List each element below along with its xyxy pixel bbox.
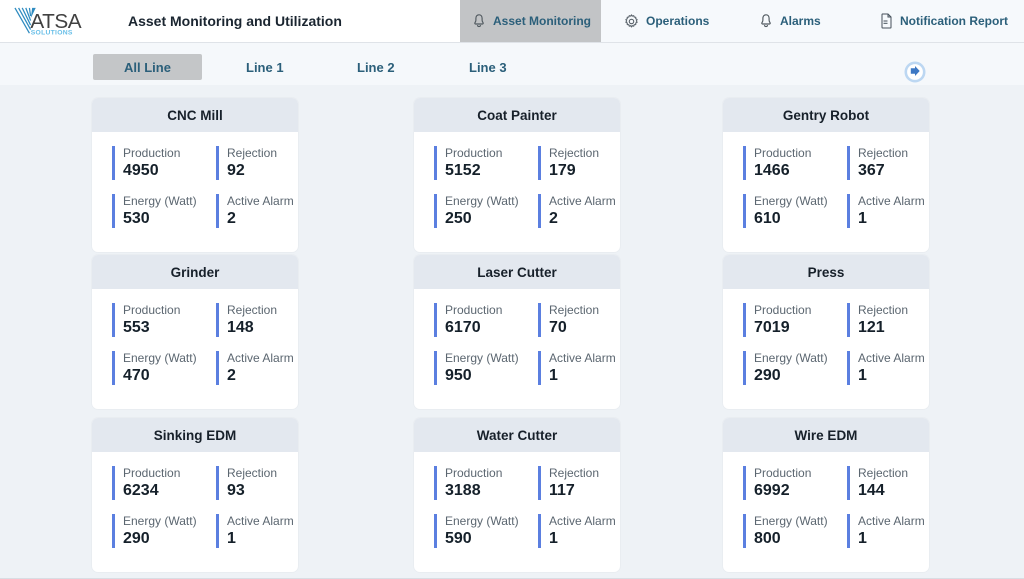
svg-text:SOLUTIONS: SOLUTIONS	[31, 30, 73, 35]
